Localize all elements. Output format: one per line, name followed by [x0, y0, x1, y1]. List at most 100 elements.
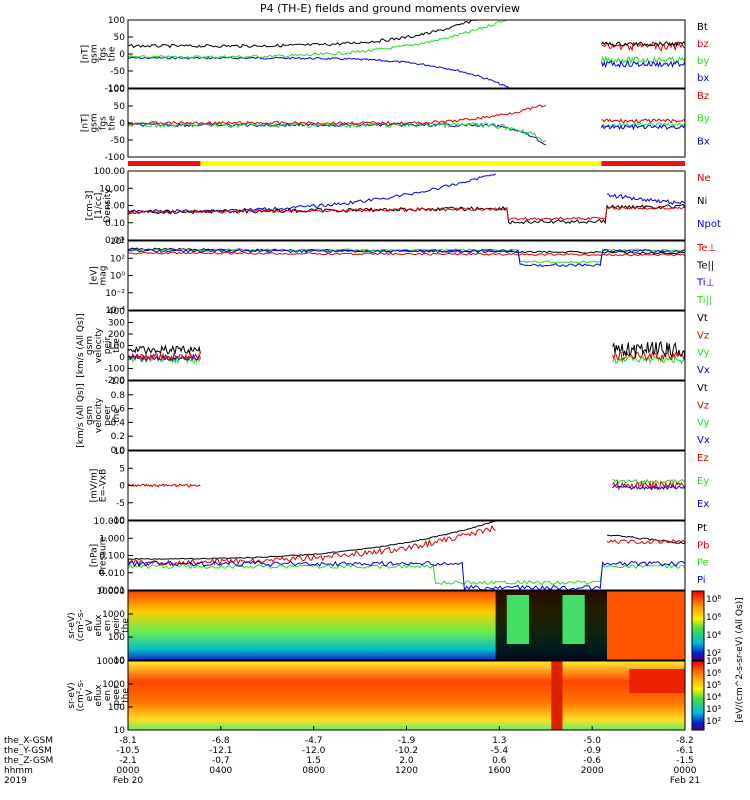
y-axis-label-line: velocity	[94, 397, 104, 433]
legend-Pb: Pb	[697, 540, 709, 551]
legend-Npot: Npot	[697, 219, 721, 230]
y-tick-label: 200	[108, 330, 125, 340]
legend-Bz: Bz	[697, 91, 709, 102]
series-line	[606, 538, 686, 545]
series-line	[127, 203, 686, 225]
legend-Ey: Ey	[697, 476, 709, 487]
legend-Ni: Ni	[697, 196, 707, 207]
time-date-value: Feb 21	[670, 776, 700, 786]
y-tick-label: 1000	[102, 680, 125, 690]
legend-Vy: Vy	[697, 418, 710, 429]
mode-bar	[200, 161, 602, 166]
colorbar-tick-label: 10⁸	[706, 595, 721, 605]
y-axis-label-line: the	[121, 688, 131, 703]
time-z-value: 2.0	[399, 756, 414, 766]
series-line	[612, 350, 686, 362]
y-tick-label: 100	[108, 703, 125, 713]
y-tick-label: 10.000	[94, 517, 126, 527]
series-line	[612, 354, 686, 365]
figure-title: P4 (TH-E) fields and ground moments over…	[260, 2, 520, 15]
y-tick-label: 300	[108, 319, 125, 329]
y-axis-label-line: sr-eV)	[67, 682, 77, 708]
y-tick-label: 0.0	[111, 446, 126, 456]
panel-frame	[127, 170, 686, 241]
spectrogram	[128, 661, 685, 730]
y-tick-label: 100	[108, 85, 125, 95]
spectrogram-band	[629, 669, 685, 694]
y-axis-label-line: gsm	[90, 44, 100, 63]
series-line	[127, 248, 686, 264]
time-row-label: the_Y-GSM	[4, 746, 52, 756]
legend-Vx: Vx	[697, 365, 710, 376]
legend-bx: bx	[697, 73, 709, 84]
panel-temp: 10⁴ 10² 10⁰ 10⁻² 10⁻⁴ mag[eV] Te⊥ Te|| Ti⊥ Ti||	[90, 237, 717, 316]
colorbar-tick-label: 10⁶	[706, 669, 721, 679]
panels: 100500-50-100thefgsgsm[nT]Btbzbybx100500…	[67, 16, 721, 736]
colorbar-tick-label: 10²	[706, 717, 721, 727]
y-axis-label-line: gsm	[90, 113, 100, 132]
y-axis-label-line: velocity	[94, 327, 104, 363]
time-z-value: -0.7	[212, 756, 230, 766]
series-line	[127, 56, 529, 89]
series-line	[127, 563, 686, 586]
legend-Ez: Ez	[697, 453, 709, 464]
spectrogram-burst	[506, 595, 530, 644]
y-tick-label: -50	[110, 136, 125, 146]
time-x-value: -8.1	[119, 736, 137, 746]
y-tick-label: 400	[108, 307, 125, 317]
y-axis-label-line: peir	[103, 336, 113, 354]
legend-Ti: Ti⊥	[696, 278, 714, 289]
y-axis-label: E=-VxB[mV/m]	[90, 469, 109, 503]
y-tick-label: 100.00	[94, 167, 126, 177]
series-line	[127, 352, 201, 361]
series-line	[127, 19, 529, 59]
colorbar-tick-label: 10²	[706, 649, 721, 659]
series-line	[127, 483, 201, 488]
panel-peer_en: 10000 1000 100 10 thepeerenefluxeV(cm²-s-sr-…	[67, 657, 686, 736]
time-row-label: the_X-GSM	[4, 736, 53, 746]
time-row-label: hhmm	[4, 766, 33, 776]
colorbar-label: [eV/(cm^2-s-sr-eV) (All Qs)]	[735, 597, 745, 722]
time-row-label: the_Z-GSM	[4, 756, 53, 766]
time-row-label: 2019	[4, 776, 27, 786]
y-tick-label: 1.000	[99, 534, 125, 544]
time-hhmm-value: 0400	[209, 766, 232, 776]
y-axis-label-line: Density	[103, 188, 113, 223]
y-axis-label-line: en	[103, 690, 113, 701]
y-tick-label: 0	[119, 482, 125, 492]
time-y-value: -6.1	[676, 746, 694, 756]
time-x-value: -6.8	[212, 736, 230, 746]
y-axis-label-line: en	[103, 620, 113, 631]
legend-Pi: Pi	[697, 575, 706, 586]
y-tick-label: 50	[114, 33, 126, 43]
legend-Pt: Pt	[697, 523, 707, 534]
y-axis-label-line: [mV/m]	[90, 469, 100, 503]
colorbar-tick-label: 10⁶	[706, 613, 721, 623]
y-tick-label: 5	[119, 464, 125, 474]
series-line	[127, 173, 496, 213]
y-tick-label: 100	[108, 633, 125, 643]
y-axis-label-line: Pressure	[99, 536, 109, 575]
y-axis-label-line: fgs	[99, 116, 109, 130]
panel-frame	[127, 19, 686, 89]
y-axis-label-line: sr-eV)	[67, 612, 77, 638]
time-y-value: -10.2	[395, 746, 418, 756]
y-tick-label: 10⁻⁴	[105, 306, 125, 316]
y-tick-label: -10	[110, 516, 125, 526]
y-axis-label-line: [cm-3]	[85, 191, 95, 221]
time-y-value: -0.9	[583, 746, 601, 756]
y-tick-label: 0.2	[111, 432, 125, 442]
y-axis-label-line: peir	[112, 616, 122, 634]
legend-Pe: Pe	[697, 558, 709, 569]
legend-Vy: Vy	[697, 348, 710, 359]
y-tick-label: 0.100	[99, 552, 125, 562]
y-tick-label: 10⁻²	[105, 289, 125, 299]
series-line	[601, 59, 686, 69]
time-y-value: -12.0	[302, 746, 326, 756]
spectrogram-band	[551, 661, 563, 730]
